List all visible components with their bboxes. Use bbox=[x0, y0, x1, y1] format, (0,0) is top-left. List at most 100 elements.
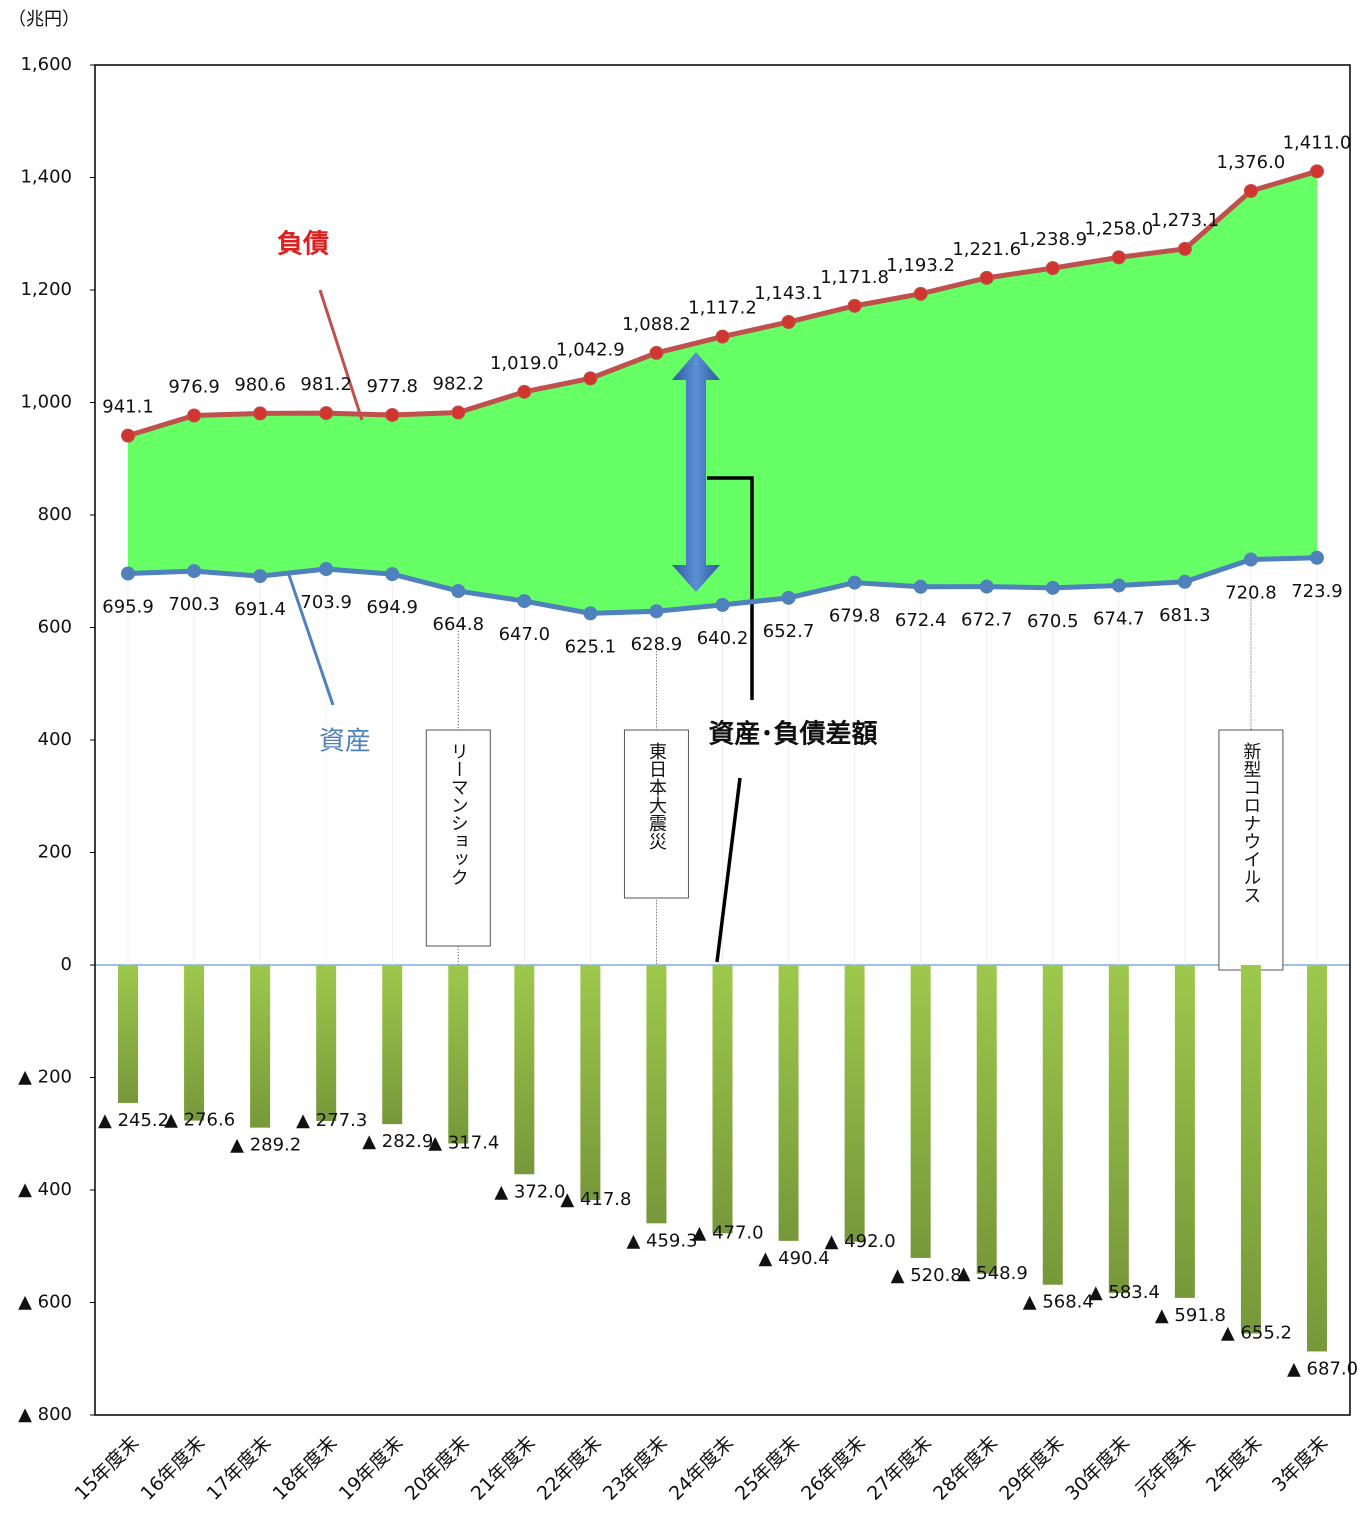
value-label: 1,117.2 bbox=[688, 298, 757, 319]
point bbox=[913, 579, 928, 594]
point bbox=[1045, 261, 1060, 276]
point bbox=[649, 345, 664, 360]
value-label: 976.9 bbox=[168, 376, 220, 397]
x-tick-label: 18年度末 bbox=[269, 1432, 342, 1505]
bar bbox=[316, 965, 337, 1121]
event-box bbox=[425, 729, 491, 947]
point bbox=[1243, 184, 1258, 198]
point bbox=[385, 407, 400, 422]
y-tick-label: 200 bbox=[38, 842, 72, 863]
x-tick-label: 15年度末 bbox=[70, 1432, 143, 1505]
value-label: 700.3 bbox=[168, 594, 220, 615]
y-tick-label: 1,400 bbox=[20, 167, 72, 188]
value-label: 1,193.2 bbox=[886, 255, 955, 276]
value-label: 977.8 bbox=[366, 376, 418, 397]
x-tick-label: 16年度末 bbox=[137, 1432, 210, 1505]
x-tick-label: 26年度末 bbox=[797, 1432, 870, 1505]
y-tick-label: ▲ 200 bbox=[18, 1067, 72, 1088]
value-label: 1,258.0 bbox=[1084, 218, 1153, 239]
point bbox=[781, 590, 796, 605]
value-label: ▲ 490.4 bbox=[759, 1248, 830, 1269]
x-tick-label: 30年度末 bbox=[1061, 1432, 1134, 1505]
y-tick-label: 400 bbox=[38, 729, 72, 750]
bar bbox=[382, 965, 403, 1125]
point bbox=[847, 298, 862, 313]
x-tick-label: 20年度末 bbox=[401, 1432, 474, 1505]
value-label: 670.5 bbox=[1027, 611, 1079, 632]
value-label: ▲ 417.8 bbox=[560, 1189, 631, 1210]
value-label: ▲ 568.4 bbox=[1023, 1292, 1094, 1313]
value-label: 982.2 bbox=[433, 374, 485, 395]
x-tick-label: 23年度末 bbox=[599, 1432, 672, 1505]
value-label: 1,411.0 bbox=[1283, 132, 1352, 153]
x-tick-label: 2年度末 bbox=[1202, 1432, 1266, 1496]
value-label: ▲ 687.0 bbox=[1287, 1358, 1357, 1379]
point bbox=[715, 597, 730, 612]
value-label: 672.7 bbox=[961, 610, 1013, 631]
bar bbox=[448, 965, 469, 1144]
event-box bbox=[1218, 729, 1284, 971]
x-tick-label: 17年度末 bbox=[203, 1432, 276, 1505]
y-tick-label: ▲ 400 bbox=[18, 1179, 72, 1200]
value-label: 628.9 bbox=[631, 634, 683, 655]
bar bbox=[910, 965, 931, 1258]
point bbox=[121, 566, 136, 581]
point bbox=[1177, 574, 1192, 589]
value-label: ▲ 492.0 bbox=[825, 1231, 896, 1252]
value-label: ▲ 548.9 bbox=[957, 1263, 1028, 1284]
point bbox=[517, 384, 532, 399]
value-label: 681.3 bbox=[1159, 605, 1211, 626]
bar bbox=[514, 965, 535, 1175]
leader-line bbox=[715, 777, 742, 963]
point bbox=[1309, 550, 1324, 565]
point bbox=[1309, 164, 1324, 179]
x-tick-label: 21年度末 bbox=[467, 1432, 540, 1505]
value-label: 679.8 bbox=[829, 606, 881, 627]
value-label: ▲ 477.0 bbox=[693, 1222, 764, 1243]
bar bbox=[250, 965, 271, 1128]
unit-label: （兆円） bbox=[8, 9, 80, 30]
bar bbox=[184, 965, 205, 1121]
value-label: 941.1 bbox=[102, 397, 154, 418]
point bbox=[781, 315, 796, 330]
value-label: ▲ 317.4 bbox=[428, 1133, 499, 1154]
point bbox=[253, 406, 268, 421]
y-tick-label: ▲ 600 bbox=[18, 1292, 72, 1313]
point bbox=[715, 329, 730, 344]
value-label: ▲ 289.2 bbox=[230, 1135, 301, 1156]
x-tick-label: 27年度末 bbox=[863, 1432, 936, 1505]
point bbox=[979, 579, 994, 594]
leader-line bbox=[286, 571, 335, 706]
point bbox=[385, 567, 400, 582]
value-label: ▲ 372.0 bbox=[494, 1181, 565, 1202]
point bbox=[253, 569, 268, 584]
value-label: 1,376.0 bbox=[1217, 152, 1286, 173]
series-label: 資産 bbox=[319, 727, 371, 757]
value-label: 980.6 bbox=[234, 374, 286, 395]
value-label: 703.9 bbox=[300, 592, 352, 613]
leader-line bbox=[707, 476, 754, 700]
point bbox=[451, 584, 466, 599]
value-label: 674.7 bbox=[1093, 608, 1145, 629]
value-label: 1,273.1 bbox=[1151, 210, 1220, 231]
value-label: ▲ 655.2 bbox=[1221, 1323, 1292, 1344]
x-tick-label: 25年度末 bbox=[731, 1432, 804, 1505]
value-label: 1,088.2 bbox=[622, 314, 691, 335]
point bbox=[319, 562, 334, 577]
bar bbox=[1042, 965, 1063, 1285]
value-label: ▲ 459.3 bbox=[626, 1230, 697, 1251]
x-tick-label: 3年度末 bbox=[1268, 1432, 1332, 1496]
point bbox=[187, 408, 202, 423]
difference-arrow bbox=[672, 352, 720, 592]
value-label: 1,221.6 bbox=[952, 239, 1021, 260]
bar bbox=[580, 965, 601, 1201]
event-label: 新型コロナウイルス bbox=[1240, 742, 1261, 904]
bar bbox=[778, 965, 799, 1241]
series-label: 資産･負債差額 bbox=[708, 719, 877, 750]
point bbox=[1243, 552, 1258, 567]
x-tick-label: 24年度末 bbox=[665, 1432, 738, 1505]
value-label: 694.9 bbox=[366, 597, 418, 618]
bar bbox=[646, 965, 667, 1224]
point bbox=[583, 606, 598, 621]
leader-line bbox=[318, 289, 364, 421]
